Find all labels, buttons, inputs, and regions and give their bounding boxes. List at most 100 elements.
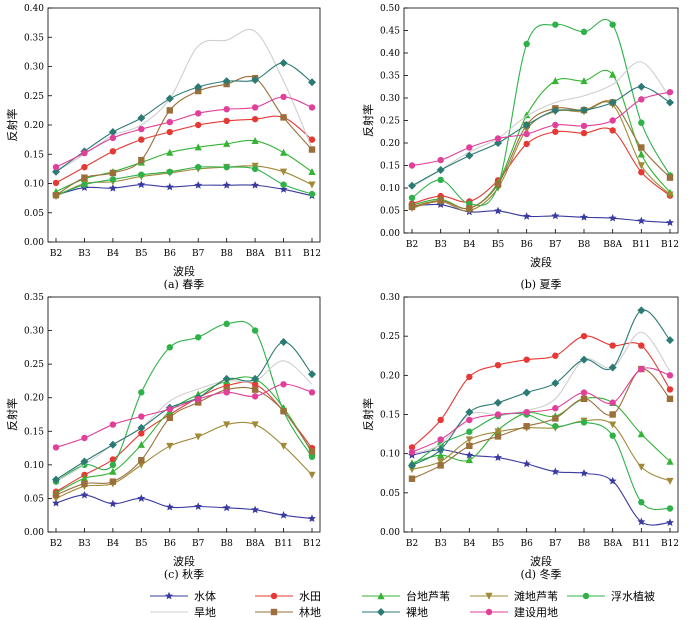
series-line xyxy=(55,383,313,448)
series-6 xyxy=(55,360,313,483)
data-point xyxy=(52,491,60,499)
series-line xyxy=(55,421,313,499)
data-point xyxy=(408,181,416,190)
y-tick-label: 0.10 xyxy=(380,450,400,460)
data-point xyxy=(166,344,173,351)
data-point xyxy=(523,40,530,48)
data-point xyxy=(437,436,444,443)
data-point xyxy=(666,395,674,403)
data-point xyxy=(408,448,416,456)
data-point xyxy=(166,107,173,114)
data-point xyxy=(522,388,531,397)
data-point xyxy=(251,136,259,144)
data-point xyxy=(580,129,588,137)
y-tick-label: 0.10 xyxy=(24,180,44,190)
data-point xyxy=(494,398,502,407)
x-tick-label: B12 xyxy=(303,539,321,549)
y-tick-label: 0.05 xyxy=(24,209,44,219)
data-point xyxy=(137,461,145,469)
data-point xyxy=(494,433,502,440)
data-point xyxy=(609,432,616,439)
data-point xyxy=(222,181,231,189)
data-point xyxy=(552,415,559,422)
series-5 xyxy=(408,411,674,512)
x-tick-label: B6 xyxy=(520,240,533,250)
data-point xyxy=(109,461,117,469)
legend-label: 水体 xyxy=(194,589,216,603)
data-point xyxy=(138,171,145,178)
series-line xyxy=(411,396,671,464)
series-6 xyxy=(411,61,671,188)
x-tick-label: B8 xyxy=(578,539,591,549)
y-tick-label: 0.35 xyxy=(24,33,44,43)
x-tick-label: B11 xyxy=(632,240,650,250)
legend-label: 旱地 xyxy=(194,606,216,619)
data-point xyxy=(80,474,89,482)
data-point xyxy=(308,146,316,153)
series-9 xyxy=(408,365,674,456)
data-point xyxy=(608,98,617,107)
x-tick-label: B3 xyxy=(434,240,447,250)
y-tick-label: 0.35 xyxy=(24,293,44,303)
data-point xyxy=(666,218,674,227)
data-point xyxy=(166,168,173,175)
y-tick-label: 0.00 xyxy=(380,229,400,239)
legend-item: 裸地 xyxy=(362,605,428,619)
data-point xyxy=(194,143,202,151)
data-point xyxy=(52,163,60,171)
data-point xyxy=(109,456,117,463)
series-line xyxy=(411,91,671,167)
series-1 xyxy=(408,200,674,227)
chart-panel-2: 0.00 0.05 0.10 0.15 0.20 0.25 0.30 0.35 0.40 0.45… xyxy=(361,4,679,291)
y-tick-label: 0.25 xyxy=(380,117,400,127)
data-point xyxy=(494,181,502,188)
x-tick-label: B8 xyxy=(220,539,233,549)
data-point xyxy=(638,119,645,126)
data-point xyxy=(279,511,288,519)
data-point xyxy=(552,21,559,28)
legend-item: 林地 xyxy=(255,605,321,619)
series-line xyxy=(411,203,671,224)
data-point xyxy=(580,77,588,85)
data-point xyxy=(638,342,645,349)
y-tick-label: 0.30 xyxy=(24,327,44,337)
data-point xyxy=(466,205,473,212)
data-point xyxy=(137,494,146,502)
data-point xyxy=(223,106,230,113)
series-8 xyxy=(52,337,316,484)
chart-panel-1: 0.00 0.05 0.10 0.15 0.20 0.25 0.30 0.35 0.40 B2 B3… xyxy=(5,4,321,291)
data-point xyxy=(137,180,146,189)
legend-marker xyxy=(485,608,493,616)
legend-marker xyxy=(377,608,385,616)
data-point xyxy=(637,430,645,438)
data-point xyxy=(308,370,316,379)
data-point xyxy=(609,117,616,124)
legend-marker xyxy=(165,591,173,600)
data-point xyxy=(223,117,230,125)
series-6 xyxy=(411,331,671,455)
series-line xyxy=(55,115,313,184)
data-point xyxy=(166,442,174,450)
data-point xyxy=(637,517,646,526)
legend-marker xyxy=(582,592,590,600)
data-point xyxy=(580,28,588,36)
data-point xyxy=(165,182,174,191)
y-tick-label: 0.40 xyxy=(24,4,44,14)
data-point xyxy=(251,393,259,400)
y-tick-label: 0.00 xyxy=(24,528,44,538)
data-point xyxy=(608,363,617,372)
data-point xyxy=(637,162,645,170)
data-point xyxy=(522,212,531,220)
series-line xyxy=(55,29,313,173)
chart-panel-4: 0.00 0.05 0.10 0.15 0.20 0.25 0.30 B2 B3 B4 B5 B6 B7… xyxy=(361,293,679,581)
series-line xyxy=(411,449,671,526)
data-point xyxy=(195,395,202,403)
data-point xyxy=(523,130,530,138)
data-point xyxy=(408,203,416,211)
x-tick-label: B7 xyxy=(549,539,562,549)
data-point xyxy=(609,127,616,134)
legend-label: 台地芦苇 xyxy=(406,589,450,603)
data-point xyxy=(279,442,288,450)
data-point xyxy=(466,442,473,450)
series-line xyxy=(55,62,313,173)
